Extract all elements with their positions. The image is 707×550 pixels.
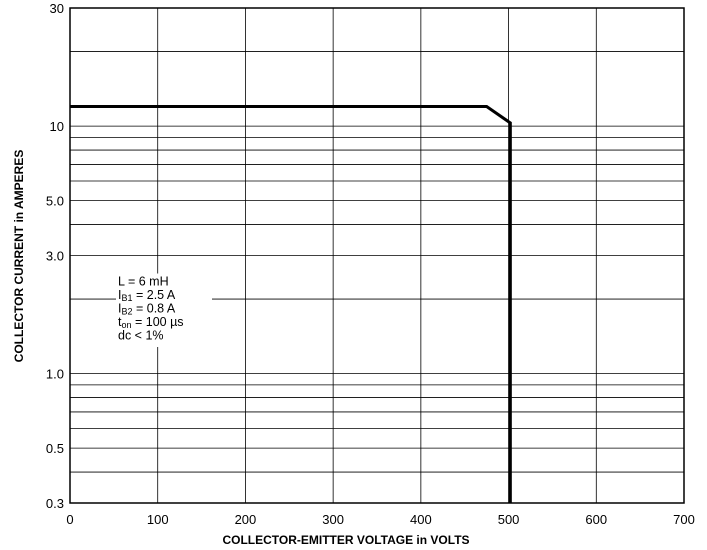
x-tick-labels: 0 100 200 300 400 500 600 700: [66, 512, 694, 527]
x-tick-label: 600: [585, 512, 607, 527]
plot-frame: [69, 7, 685, 504]
x-tick-label: 700: [673, 512, 695, 527]
x-axis-title: COLLECTOR-EMITTER VOLTAGE in VOLTS: [222, 533, 469, 547]
annotation-line: dc < 1%: [118, 329, 164, 343]
y-tick-labels: 0.3 0.5 1.0 3.0 5.0 10 30: [46, 1, 64, 511]
annotation-line: ton = 100 µs: [118, 315, 184, 330]
y-tick-label: 0.3: [46, 496, 64, 511]
series-layer: [70, 104, 512, 503]
y-tick-label: 5.0: [46, 194, 64, 209]
annotation-line: IB1 = 2.5 A: [118, 288, 176, 303]
y-tick-label: 0.5: [46, 441, 64, 456]
x-tick-label: 300: [322, 512, 344, 527]
y-tick-label: 3.0: [46, 249, 64, 264]
annotation-line: IB2 = 0.8 A: [118, 302, 176, 317]
y-axis-title: COLLECTOR CURRENT in AMPERES: [12, 150, 26, 363]
annotation-background: [116, 273, 212, 347]
soa-curve: [70, 104, 512, 503]
x-tick-label: 400: [410, 512, 432, 527]
annotation-line: L = 6 mH: [118, 275, 169, 289]
horizontal-gridlines: [70, 51, 684, 473]
y-tick-label: 30: [50, 1, 64, 16]
x-tick-label: 100: [147, 512, 169, 527]
x-tick-label: 500: [498, 512, 520, 527]
x-tick-label: 0: [66, 512, 73, 527]
x-tick-label: 200: [235, 512, 257, 527]
y-tick-label: 1.0: [46, 367, 64, 382]
y-tick-label: 10: [50, 119, 64, 134]
